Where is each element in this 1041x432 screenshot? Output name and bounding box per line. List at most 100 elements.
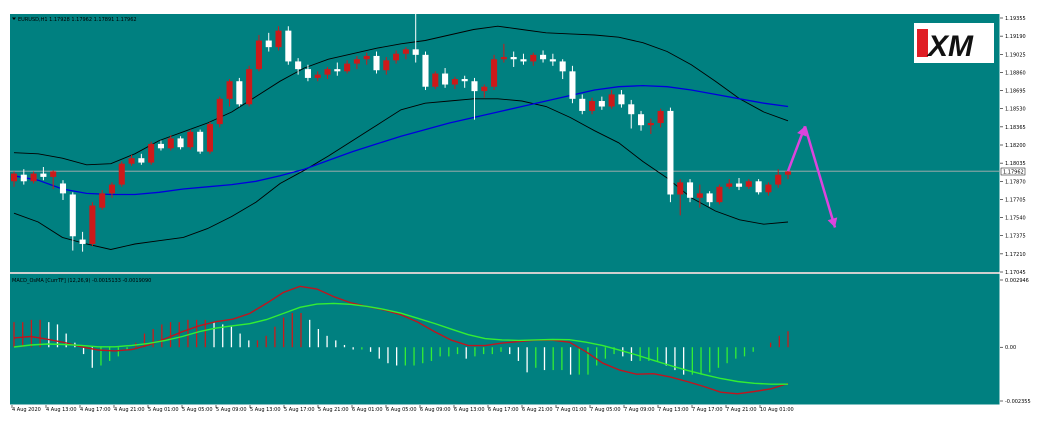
candle-body bbox=[383, 60, 390, 71]
price-tick-label: 1.18860 bbox=[1005, 70, 1026, 76]
time-tick-label: 7 Aug 17:00 bbox=[692, 407, 723, 413]
price-tick-label: 1.18200 bbox=[1005, 143, 1026, 149]
candle-body bbox=[216, 98, 223, 125]
candle-body bbox=[255, 40, 262, 70]
candle-body bbox=[177, 138, 184, 148]
price-tick-label: 1.17705 bbox=[1005, 197, 1026, 203]
candle-body bbox=[236, 81, 243, 105]
candle-body bbox=[30, 173, 37, 182]
time-tick-label: 5 Aug 21:00 bbox=[318, 407, 349, 413]
time-tick-label: 10 Aug 01:00 bbox=[760, 407, 794, 413]
price-tick-label: 1.18530 bbox=[1005, 107, 1026, 113]
time-tick-label: 4 Aug 2020 bbox=[12, 407, 41, 413]
candle-body bbox=[735, 183, 743, 187]
candle-body bbox=[520, 59, 527, 62]
candle-body bbox=[696, 193, 703, 198]
moving-average-line bbox=[13, 84, 789, 196]
price-tick-label: 1.17045 bbox=[1005, 270, 1026, 276]
candle-body bbox=[422, 54, 429, 87]
price-tick-label: 1.17210 bbox=[1005, 252, 1026, 258]
candle-body bbox=[324, 69, 331, 75]
indicator-tick-label: 0.00 bbox=[1005, 345, 1016, 351]
time-tick-label: 6 Aug 21:00 bbox=[522, 407, 553, 413]
candle-body bbox=[226, 81, 233, 99]
candle-body bbox=[559, 61, 566, 72]
candle-body bbox=[265, 40, 272, 48]
candle-body bbox=[569, 71, 576, 99]
candle-body bbox=[451, 79, 458, 85]
candle-body bbox=[197, 131, 204, 152]
candle-body bbox=[20, 174, 27, 182]
candle-body bbox=[108, 184, 116, 194]
candle-body bbox=[686, 182, 694, 198]
candle-body bbox=[187, 131, 194, 148]
time-axis: 4 Aug 2020 4 Aug 13:00 4 Aug 17:00 4 Aug 21… bbox=[11, 405, 794, 413]
candle-body bbox=[89, 205, 96, 244]
macd-green-line bbox=[13, 302, 788, 385]
candle-body bbox=[510, 57, 517, 60]
indicator-tick-label: -0.002355 bbox=[1005, 399, 1031, 405]
candles bbox=[10, 3, 792, 252]
candle-body bbox=[784, 171, 792, 175]
candle-body bbox=[128, 158, 135, 164]
candle-body bbox=[295, 61, 302, 70]
candle-body bbox=[246, 69, 253, 105]
time-tick-label: 5 Aug 01:00 bbox=[148, 407, 179, 413]
candle-body bbox=[353, 59, 360, 64]
time-tick-label: 6 Aug 09:00 bbox=[420, 407, 451, 413]
current-price-box bbox=[1000, 167, 1026, 176]
xm-logo-text: XM bbox=[926, 30, 974, 63]
candle-body bbox=[726, 183, 733, 187]
candle-body bbox=[657, 110, 664, 124]
indicator-header-text: MACD_OsMA [CurrTF] (12,26,9) -0.0015133 … bbox=[12, 278, 151, 284]
time-tick-label: 5 Aug 13:00 bbox=[250, 407, 281, 413]
candle-body bbox=[402, 49, 409, 54]
candle-body bbox=[608, 94, 615, 107]
candle-body bbox=[40, 173, 47, 177]
candle-body bbox=[148, 143, 155, 163]
price-tick-label: 1.17375 bbox=[1005, 234, 1026, 240]
time-tick-label: 6 Aug 13:00 bbox=[454, 407, 485, 413]
xm-logo: XM bbox=[914, 23, 994, 63]
price-tick-label: 1.18695 bbox=[1005, 89, 1026, 95]
candle-body bbox=[500, 57, 507, 60]
bollinger-upper-line bbox=[13, 25, 789, 166]
candle-body bbox=[206, 124, 213, 152]
candle-body bbox=[481, 86, 488, 92]
time-tick-label: 7 Aug 13:00 bbox=[658, 407, 689, 413]
time-tick-label: 7 Aug 21:00 bbox=[726, 407, 757, 413]
candle-body bbox=[549, 59, 556, 62]
price-tick-label: 1.17870 bbox=[1005, 179, 1026, 185]
time-tick-label: 7 Aug 01:00 bbox=[556, 407, 587, 413]
candle-body bbox=[530, 54, 537, 62]
candle-body bbox=[344, 63, 351, 72]
symbol-header-text: EURUSD,H1 1.17928 1.17962 1.17891 1.1796… bbox=[18, 17, 137, 23]
candle-body bbox=[628, 104, 635, 115]
candle-body bbox=[275, 30, 282, 48]
candle-body bbox=[491, 59, 498, 87]
time-tick-label: 7 Aug 09:00 bbox=[624, 407, 655, 413]
price-pane[interactable] bbox=[10, 14, 1000, 272]
candle-body bbox=[69, 194, 76, 237]
forecast-down-arrow-head bbox=[827, 217, 838, 228]
candle-body bbox=[138, 158, 145, 163]
macd-lines bbox=[13, 285, 789, 395]
candle-body bbox=[647, 123, 654, 126]
candle-body bbox=[667, 110, 674, 195]
current-price-label: 1.17962 bbox=[1003, 170, 1024, 176]
time-tick-label: 5 Aug 05:00 bbox=[182, 407, 213, 413]
time-tick-label: 6 Aug 05:00 bbox=[386, 407, 417, 413]
price-tick-label: 1.19355 bbox=[1005, 16, 1026, 22]
current-price-tag: 1.17962 bbox=[1000, 167, 1026, 176]
candle-body bbox=[10, 173, 18, 182]
candle-body bbox=[157, 143, 164, 149]
time-tick-label: 4 Aug 21:00 bbox=[114, 407, 145, 413]
forecast-up-arrow-head bbox=[797, 126, 807, 137]
candle-body bbox=[167, 138, 174, 149]
xm-logo-red-bar bbox=[917, 29, 928, 57]
forecast-arrows bbox=[786, 125, 838, 228]
candle-body bbox=[432, 73, 439, 87]
candle-body bbox=[285, 30, 292, 62]
chevron-down-icon[interactable] bbox=[12, 17, 16, 21]
